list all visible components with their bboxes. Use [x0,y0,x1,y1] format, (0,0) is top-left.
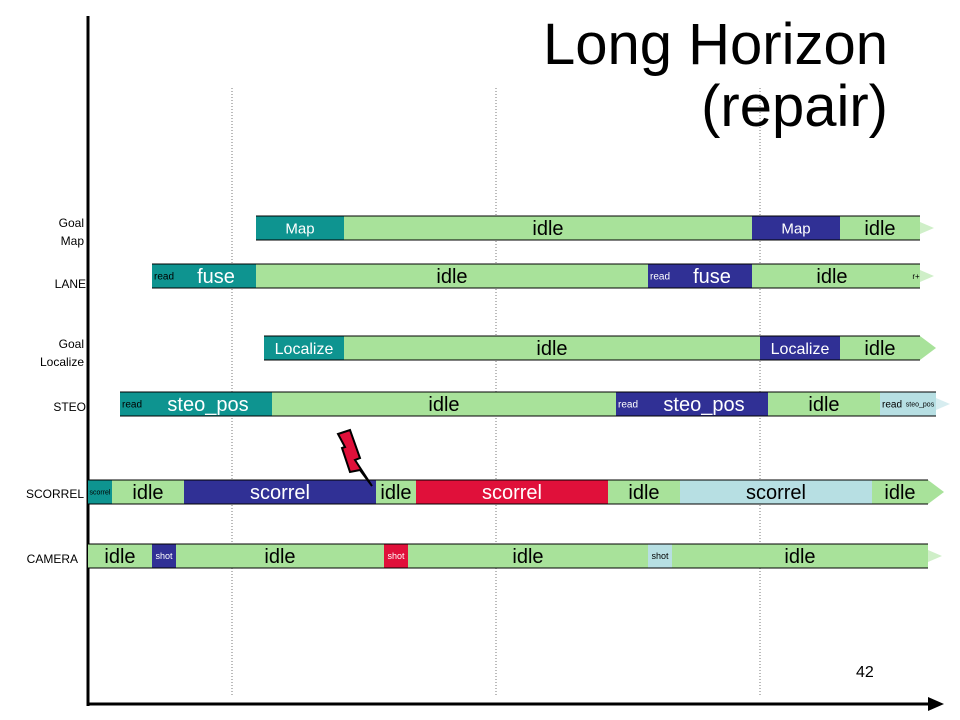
segment-label: idle [380,482,411,504]
segment-label: Localize [275,341,334,358]
timeline-segment [672,264,752,288]
segment-label: idle [816,266,847,288]
segment-label: idle [536,338,567,360]
segment-label: idle [628,482,659,504]
segment-label: idle [532,218,563,240]
segment-label: scorrel [746,482,806,504]
segment-label: shot [651,551,669,561]
timeline-segment [344,216,752,240]
row-label-camera: CAMERA [26,552,78,566]
timeline-segment [880,392,904,416]
timeline-segment [152,264,176,288]
timeline-segment [176,544,384,568]
segment-label: idle [264,546,295,568]
segment-label: steo_pos [906,402,935,409]
row-arrow-tip [920,270,934,282]
segment-label: idle [428,394,459,416]
segment-label: fuse [693,266,731,288]
segment-label: Map [285,220,314,237]
timeline-segment [376,480,416,504]
timeline-segment [904,392,936,416]
timeline-segment [256,216,344,240]
timeline-segment [640,392,768,416]
row-arrow-tip [936,398,950,410]
title-line-2: (repair) [701,74,888,139]
timeline-segment [840,216,920,240]
row-label-goal-map: Goal Map [58,216,84,248]
segment-label: Map [781,220,810,237]
row-arrow-tip [928,550,942,562]
page-number: 42 [856,664,874,681]
title-line-1: Long Horizon [543,12,888,77]
timeline-segment [256,264,648,288]
timeline-segment [648,544,672,568]
timeline-segment [840,336,920,360]
row-arrow-tip [920,222,934,234]
timeline-segment [680,480,872,504]
segment-label: idle [808,394,839,416]
timeline-segment [760,336,840,360]
segment-label: idle [864,338,895,360]
timeline-segment [912,264,920,288]
timeline-segment [344,336,760,360]
segment-label: scorrel [482,482,542,504]
segment-label: read [618,400,638,411]
timeline-segment [608,480,680,504]
segment-label: scorrel [250,482,310,504]
segment-label: read [154,272,174,283]
timeline-segment [416,480,608,504]
segment-label: idle [512,546,543,568]
segment-label: steo_pos [663,394,744,416]
segment-label: Localize [771,341,830,358]
timeline-segment [88,480,112,504]
segment-label: idle [864,218,895,240]
timeline-segment [872,480,928,504]
segment-label: read [882,400,902,411]
segment-label: r+ [912,272,920,281]
row-label-goal-localize: Goal Localize [39,337,84,369]
segment-label: idle [784,546,815,568]
timeline-segment [264,336,344,360]
lightning-bolt-icon [336,428,373,487]
segment-label: idle [132,482,163,504]
segment-label: idle [884,482,915,504]
timeline-segment [768,392,880,416]
timeline-segment [672,544,928,568]
segment-label: steo_pos [167,394,248,416]
timeline-segment [152,544,176,568]
timeline-segment [88,544,152,568]
segment-label: idle [436,266,467,288]
timeline-segment [752,264,912,288]
segment-label: scorrel [89,490,110,497]
timeline-segment [184,480,376,504]
segment-label: idle [104,546,135,568]
timeline-segment [112,480,184,504]
segment-label: fuse [197,266,235,288]
timeline-segment [648,264,672,288]
timeline-segment [616,392,640,416]
segment-label: shot [155,551,173,561]
segment-label: read [650,272,670,283]
timeline-segment [144,392,272,416]
x-axis-arrowhead [928,697,944,711]
row-label-steo: STEO [53,400,86,414]
segment-label: shot [387,551,405,561]
timeline-segment [272,392,616,416]
timeline-segment [384,544,408,568]
timeline-segment [408,544,648,568]
timeline-segment [176,264,256,288]
row-label-lane: LANE [54,277,86,291]
segment-label: read [122,400,142,411]
row-label-scorrel: SCORREL [25,487,84,501]
row-arrow-tip [928,480,944,504]
row-arrow-tip [920,336,936,360]
timeline-segment [120,392,144,416]
timeline-segment [752,216,840,240]
slide-title: Long Horizon (repair) [543,14,888,138]
